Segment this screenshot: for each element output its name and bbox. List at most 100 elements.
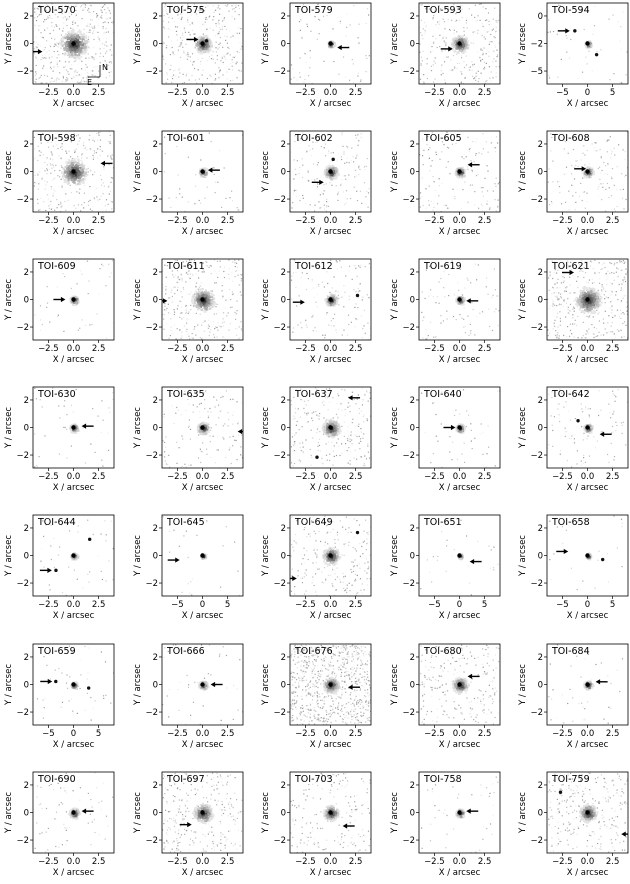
- y-tick-label: 0: [24, 168, 29, 178]
- x-tick-label: 2.5: [349, 344, 363, 354]
- panel-title: TOI-637: [294, 389, 333, 400]
- x-axis-label: X / arcsec: [567, 740, 609, 750]
- panel-toi-630: TOI-630 −2.5 0.0 2.5 2 0 −2 X / arcsec Y / arcse…: [4, 386, 115, 493]
- x-tick-label: −5: [171, 600, 184, 610]
- y-axis-label: Y / arcsec: [261, 279, 271, 321]
- x-tick-label: 2.5: [606, 472, 620, 482]
- x-tick-label: 0.0: [453, 344, 467, 354]
- panel-toi-609: TOI-609 −2.5 0.0 2.5 2 0 −2 X / arcsec Y / arcse…: [4, 258, 115, 365]
- y-tick-label: 2: [410, 781, 415, 791]
- x-axis-label: X / arcsec: [182, 227, 224, 237]
- y-tick-label: 0: [410, 40, 415, 50]
- x-axis-label: X / arcsec: [439, 611, 481, 621]
- x-axis-label: X / arcsec: [567, 483, 609, 493]
- speckle-image: [547, 515, 628, 596]
- speckle-image: [162, 3, 243, 84]
- panel-toi-601: TOI-601 −2.5 0.0 2.5 2 0 −2 X / arcsec Y / arcse…: [133, 130, 244, 237]
- panel-toi-649: TOI-649 −2.5 0.0 2.5 2 0 −2 X / arcsec Y / arcse…: [261, 514, 372, 621]
- y-tick-label: 0: [153, 681, 158, 691]
- speckle-image: [33, 772, 114, 853]
- x-axis-label: X / arcsec: [439, 99, 481, 109]
- x-tick-label: −2.5: [552, 472, 573, 482]
- y-axis-label: Y / arcsec: [390, 792, 400, 834]
- y-tick-label: 0: [281, 296, 286, 306]
- y-axis-label: Y / arcsec: [390, 535, 400, 577]
- arrow-marker: [207, 167, 220, 173]
- y-tick-label: 2: [24, 781, 29, 791]
- panel-toi-635: TOI-635 −2.5 0.0 2.5 2 0 −2 X / arcsec Y / arcse…: [133, 386, 244, 493]
- x-tick-label: −2.5: [424, 472, 445, 482]
- x-tick-label: −2.5: [295, 472, 316, 482]
- x-tick-label: 2.5: [92, 472, 106, 482]
- target-star: [200, 169, 205, 174]
- x-tick-label: 0.0: [196, 857, 210, 867]
- panel-toi-605: TOI-605 −2.5 0.0 2.5 2 0 −2 X / arcsec Y / arcse…: [390, 130, 501, 237]
- speckle-image: [162, 772, 243, 853]
- x-tick-label: 0.0: [453, 216, 467, 226]
- speckle-image: [547, 772, 628, 853]
- y-tick-label: 0: [538, 168, 543, 178]
- x-tick-label: 0.0: [196, 344, 210, 354]
- y-tick-label: 0: [410, 681, 415, 691]
- arrow-marker: [33, 49, 43, 55]
- x-tick-label: 0.0: [581, 472, 595, 482]
- panel-title: TOI-645: [166, 517, 205, 528]
- y-axis-label: Y / arcsec: [518, 792, 528, 834]
- x-axis-label: X / arcsec: [310, 740, 352, 750]
- y-tick-label: 0: [24, 424, 29, 434]
- x-tick-label: −2.5: [424, 857, 445, 867]
- panel-toi-690: TOI-690 −2.5 0.0 2.5 2 0 −2 X / arcsec Y / arcse…: [4, 771, 115, 878]
- y-tick-label: 0: [538, 296, 543, 306]
- y-axis-label: Y / arcsec: [133, 535, 143, 577]
- y-tick-label: −2: [530, 708, 543, 718]
- x-tick-label: 0.0: [581, 216, 595, 226]
- x-tick-label: 0.0: [196, 472, 210, 482]
- target-star: [200, 810, 205, 815]
- y-tick-label: 2: [538, 268, 543, 278]
- target-star: [585, 41, 590, 46]
- y-tick-label: 2: [153, 781, 158, 791]
- x-tick-label: −2.5: [295, 729, 316, 739]
- y-axis-label: Y / arcsec: [4, 792, 14, 834]
- arrow-marker: [574, 166, 587, 172]
- panel-toi-570: TOI-570 −2.5 0.0 2.5 2 0 −2 X / arcsec Y / arcse…: [4, 2, 115, 109]
- x-tick-label: 2.5: [478, 729, 492, 739]
- y-tick-label: 2: [24, 396, 29, 406]
- x-tick-label: 0: [200, 600, 205, 610]
- panel-title: TOI-676: [294, 646, 333, 657]
- panel-toi-602: TOI-602 −2.5 0.0 2.5 2 0 −2 X / arcsec Y / arcse…: [261, 130, 372, 237]
- x-tick-label: 2.5: [92, 88, 106, 98]
- x-axis-label: X / arcsec: [439, 483, 481, 493]
- y-axis-label: Y / arcsec: [390, 664, 400, 706]
- x-axis-label: X / arcsec: [310, 611, 352, 621]
- y-tick-label: −2: [530, 323, 543, 333]
- arrow-marker: [562, 269, 574, 276]
- y-tick-label: −2: [16, 195, 29, 205]
- y-axis-label: Y / arcsec: [390, 279, 400, 321]
- x-axis-label: X / arcsec: [53, 611, 95, 621]
- x-tick-label: 0.0: [453, 729, 467, 739]
- target-star: [71, 425, 76, 430]
- y-tick-label: 2: [153, 396, 158, 406]
- panel-toi-676: TOI-676 −2.5 0.0 2.5 2 0 −2 X / arcsec Y / arcse…: [261, 643, 372, 750]
- x-axis-label: X / arcsec: [567, 868, 609, 878]
- x-tick-label: −2.5: [167, 216, 188, 226]
- y-tick-label: 0: [281, 552, 286, 562]
- arrow-marker: [466, 298, 479, 304]
- x-axis-label: X / arcsec: [182, 611, 224, 621]
- arrow-marker: [348, 684, 361, 690]
- y-tick-label: −2: [145, 67, 158, 77]
- arrow-marker: [557, 28, 570, 34]
- x-axis-label: X / arcsec: [182, 355, 224, 365]
- x-tick-label: −2.5: [167, 344, 188, 354]
- companion-source: [594, 52, 599, 57]
- y-tick-label: −2: [530, 451, 543, 461]
- x-axis-label: X / arcsec: [182, 99, 224, 109]
- y-tick-label: −2: [273, 836, 286, 846]
- target-star: [457, 169, 462, 174]
- target-star: [71, 169, 76, 174]
- companion-source: [573, 29, 577, 33]
- speckle-image: [419, 772, 500, 853]
- panel-title: TOI-630: [37, 389, 76, 400]
- x-tick-label: 0: [585, 88, 590, 98]
